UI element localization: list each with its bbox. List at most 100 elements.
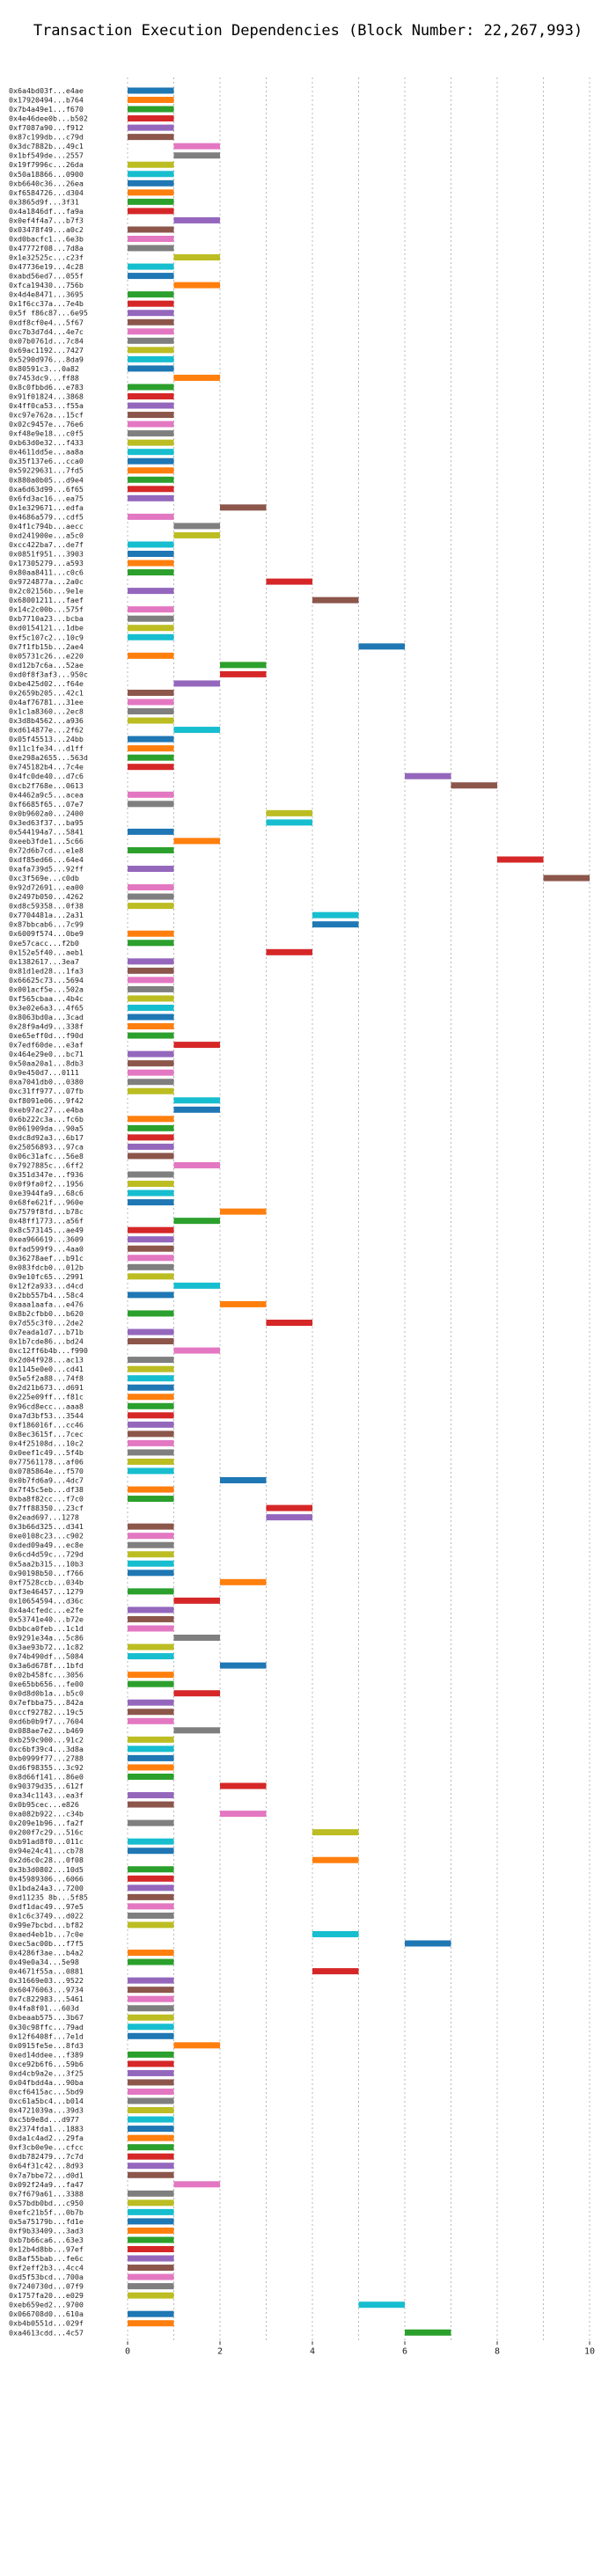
tx-hash-label: 0xb6640c36...26ea	[9, 179, 84, 187]
tx-hash-label: 0xfad599f9...4aa0	[9, 1244, 84, 1253]
tx-hash-label: 0x7f1fb15b...2ae4	[9, 642, 84, 651]
tx-execution-bar	[128, 1838, 174, 1845]
tx-hash-label: 0x47772f08...7d8a	[9, 244, 84, 252]
tx-hash-label: 0x544194a7...5841	[9, 827, 84, 836]
tx-hash-label: 0x7a7bbe72...d0d1	[9, 2170, 84, 2179]
tx-execution-bar	[405, 772, 451, 779]
tx-execution-bar	[128, 430, 174, 437]
tx-hash-label: 0x1145e0e0...cd41	[9, 1365, 84, 1373]
tx-hash-label: 0xc12ff6b4b...f990	[9, 1346, 88, 1355]
tx-hash-label: 0x28f9a4d9...338f	[9, 1022, 84, 1031]
tx-execution-bar	[128, 1153, 174, 1160]
tx-hash-label: 0xdf8cf0e4...5f67	[9, 318, 84, 326]
tx-hash-label: 0x11c1fe34...d1ff	[9, 744, 84, 753]
tx-hash-label: 0x880a0b05...d9e4	[9, 475, 84, 484]
tx-hash-label: 0x4ff0ca53...f55a	[9, 401, 84, 410]
tx-execution-bar	[128, 1189, 174, 1197]
tx-hash-label: 0xd4cb9a2e...3f25	[9, 2068, 84, 2077]
tx-hash-label: 0x3b3d0802...10d5	[9, 1865, 84, 1874]
tx-execution-bar	[128, 2023, 174, 2031]
tx-execution-bar	[128, 2005, 174, 2012]
tx-hash-label: 0x60476063...9734	[9, 1986, 84, 1994]
grid-lines	[127, 77, 590, 2342]
tx-hash-label: 0xb63d0e32...f433	[9, 438, 84, 447]
tx-execution-bar	[173, 1597, 220, 1604]
tx-execution-bar	[128, 2060, 174, 2067]
tx-execution-bar	[173, 1106, 220, 1113]
tx-hash-label: 0x31669e03...9522	[9, 1976, 84, 1985]
tx-execution-bar	[173, 216, 220, 223]
tx-execution-bar	[128, 1087, 174, 1094]
tx-hash-label: 0x4af76781...31ee	[9, 698, 84, 706]
tx-execution-bar	[128, 1699, 174, 1706]
tx-hash-label: 0x96cd8ecc...aaa8	[9, 1401, 84, 1410]
tx-hash-label: 0xcc422ba7...de7f	[9, 540, 84, 549]
tx-hash-label: 0x45989306...6066	[9, 1874, 84, 1883]
tx-hash-label: 0x8c0fbbd6...e783	[9, 383, 84, 392]
tx-execution-bar	[128, 866, 174, 873]
tx-execution-bar	[128, 569, 174, 576]
tx-hash-label: 0xccf92782...19c5	[9, 1708, 84, 1716]
tx-execution-bar	[128, 2134, 174, 2141]
tx-hash-label: 0x3b66d325...d341	[9, 1522, 84, 1531]
tx-execution-bar	[128, 457, 174, 465]
tx-hash-label: 0xc61a5bc4...b014	[9, 2097, 84, 2105]
tx-hash-label: 0xb7710a23...bcba	[9, 614, 84, 623]
tx-hash-label: 0x001acf5e...502a	[9, 984, 84, 993]
tx-hash-label: 0x3dc7882b...49c1	[9, 142, 84, 150]
tx-hash-label: 0xd0154121...1dbe	[9, 624, 84, 633]
tx-execution-bar	[128, 97, 174, 104]
tx-execution-bar	[128, 2097, 174, 2104]
tx-execution-bar	[128, 1523, 174, 1530]
tx-hash-label: 0x90198b50...f766	[9, 1569, 84, 1577]
tx-execution-bar	[128, 1792, 174, 1799]
tx-hash-label: 0x7579f8fd...b78c	[9, 1207, 84, 1216]
tx-hash-label: 0x7d55c3f0...2de2	[9, 1318, 84, 1327]
tx-execution-bar	[128, 791, 174, 798]
tx-execution-bar	[128, 1977, 174, 1984]
x-tick-label: 8	[495, 2346, 500, 2356]
x-axis-ticks: 0 2 4 6 8 10	[125, 2341, 595, 2356]
tx-hash-label: 0x7453dc9...ff88	[9, 373, 79, 382]
tx-execution-bar	[128, 588, 174, 595]
tx-hash-label: 0x0785864e...f570	[9, 1467, 84, 1475]
tx-execution-bar	[128, 1375, 174, 1382]
tx-hash-label: 0xf9b33409...3ad3	[9, 2226, 84, 2235]
tx-hash-label: 0xb0999f77...2788	[9, 1753, 84, 1762]
tx-execution-bar	[128, 134, 174, 141]
tx-execution-bar	[128, 384, 174, 391]
x-tick-label: 10	[584, 2346, 595, 2356]
tx-execution-bar	[266, 809, 312, 816]
tx-execution-bar	[128, 652, 174, 659]
tx-execution-bar	[128, 1439, 174, 1446]
tx-execution-bar	[128, 1764, 174, 1771]
tx-hash-label: 0xf2eff2b3...4cc4	[9, 2264, 84, 2272]
tx-hash-label: 0x6a4bd03f...e4ae	[9, 86, 84, 95]
tx-execution-bar	[220, 1578, 267, 1585]
tx-execution-bar	[128, 1950, 174, 1957]
tx-execution-bar	[128, 1848, 174, 1855]
tx-execution-bar	[128, 235, 174, 242]
tx-hash-label: 0x4fc0de40...d7c6	[9, 772, 84, 780]
tx-hash-label: 0x3ed63f37...ba95	[9, 818, 84, 827]
tx-hash-label: 0x2ead697...1278	[9, 1513, 79, 1522]
tx-hash-label: 0xe57cacc...f2b0	[9, 939, 79, 948]
tx-hash-label: 0xc31ff977...07fb	[9, 1087, 84, 1095]
tx-execution-bar	[128, 1736, 174, 1743]
tx-execution-bar	[128, 625, 174, 632]
tx-execution-bar	[128, 310, 174, 317]
tx-execution-bar	[128, 1995, 174, 2002]
tx-execution-bar	[220, 1811, 267, 1818]
tx-execution-bar	[128, 1357, 174, 1364]
tx-hash-label: 0x225e09ff...f81c	[9, 1393, 84, 1401]
tx-execution-bar	[173, 680, 220, 687]
tx-hash-label: 0x2bb557b4...58c4	[9, 1291, 84, 1299]
tx-execution-bar	[128, 2208, 174, 2215]
tx-execution-bar	[128, 476, 174, 483]
tx-execution-bar	[128, 421, 174, 428]
tx-hash-label: 0x9291e34a...5c86	[9, 1634, 84, 1643]
tx-hash-label: 0x5f f86c87...6e95	[9, 309, 88, 318]
tx-hash-label: 0xeeb3fde1...5c66	[9, 837, 84, 845]
tx-execution-bar	[128, 1365, 174, 1372]
tx-hash-label: 0x8063bd0a...3cad	[9, 1013, 84, 1021]
